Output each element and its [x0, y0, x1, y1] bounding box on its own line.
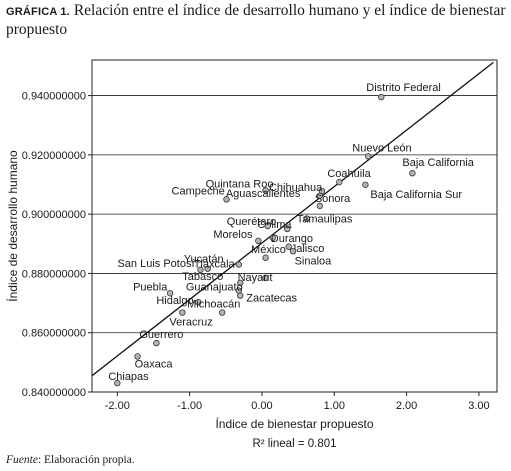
data-point — [362, 181, 369, 188]
y-axis-label: Índice de desarrollo humano — [5, 150, 20, 302]
source-label: Fuente — [6, 454, 38, 466]
data-point — [289, 247, 297, 255]
data-point — [237, 292, 244, 299]
point-label: Oaxaca — [135, 358, 174, 370]
y-tick-label: 0.840000000 — [22, 387, 86, 399]
point-label: Sonora — [315, 193, 351, 205]
point-label: Chiapas — [108, 371, 149, 383]
data-point — [336, 178, 343, 186]
point-label: Tabasco — [182, 271, 223, 283]
source-text: : Elaboración propia. — [37, 454, 135, 466]
data-point — [269, 234, 277, 242]
point-label: Nuevo León — [352, 142, 411, 154]
point-label: Zacatecas — [246, 293, 297, 305]
point-label: Veracruz — [169, 317, 212, 329]
data-point — [166, 290, 174, 297]
point-label: Chihuahua — [269, 182, 323, 194]
point-label: Baja California Sur — [370, 189, 462, 201]
data-point — [134, 353, 141, 360]
point-label: Michoacán — [187, 299, 240, 311]
data-point — [284, 225, 291, 233]
data-point — [255, 237, 262, 245]
point-label: Guanajuato — [186, 282, 243, 294]
point-label: Morelos — [213, 229, 253, 241]
data-point — [378, 93, 385, 101]
point-label: Sinaloa — [295, 256, 333, 268]
data-point — [204, 265, 211, 272]
y-tick-label: 0.860000000 — [22, 328, 86, 340]
point-label: Baja California — [402, 157, 474, 169]
data-point — [264, 222, 271, 230]
y-tick-label: 0.940000000 — [22, 91, 86, 103]
fit-line — [92, 61, 494, 377]
point-label: México — [251, 244, 286, 256]
data-point — [237, 279, 244, 287]
data-point — [218, 309, 226, 316]
point-label: Aguascalientes — [226, 188, 301, 200]
data-point — [197, 266, 204, 274]
data-point — [262, 274, 269, 282]
point-label: Distrito Federal — [366, 82, 441, 94]
x-tick-label: 0.00 — [251, 400, 272, 412]
point-label: Querétaro — [227, 216, 277, 228]
y-tick-label: 0.900000000 — [22, 209, 86, 221]
point-label: Campeche — [172, 185, 225, 197]
data-point — [179, 309, 186, 316]
data-point — [409, 170, 416, 177]
point-label: Puebla — [133, 281, 168, 293]
chart-title-label: GRÁFICA 1. — [6, 6, 70, 18]
data-point — [153, 339, 160, 347]
data-point — [365, 153, 372, 160]
data-point — [303, 215, 310, 222]
point-label: Yucatán — [184, 254, 224, 266]
source-note: Fuente: Elaboración propia. — [6, 454, 135, 466]
x-tick-label: 2.00 — [396, 400, 417, 412]
plot-frame — [91, 59, 498, 393]
x-tick-label: 3.00 — [468, 400, 489, 412]
x-tick-label: -2.00 — [105, 400, 130, 412]
data-point — [285, 243, 292, 250]
point-label: Durango — [271, 233, 313, 245]
chart-title: GRÁFICA 1. Relación entre el índice de d… — [6, 2, 506, 38]
data-point — [223, 196, 230, 203]
point-label: San Luis Potosí — [117, 258, 194, 270]
chart-title-text: Relación entre el índice de desarrollo h… — [6, 2, 506, 38]
point-label: Tamaulipas — [297, 214, 353, 226]
data-point — [195, 298, 202, 306]
data-point — [262, 187, 269, 194]
point-label: Coahuila — [327, 168, 371, 180]
data-point — [262, 254, 269, 261]
point-label: Jalisco — [291, 243, 325, 255]
x-tick-label: -1.00 — [177, 400, 202, 412]
y-tick-label: 0.920000000 — [22, 150, 86, 162]
y-tick-label: 0.880000000 — [22, 268, 86, 280]
x-tick-label: 1.00 — [324, 400, 345, 412]
point-label: Nayarit — [238, 272, 273, 284]
data-point — [235, 261, 243, 268]
point-label: Hidalgo — [156, 295, 193, 307]
point-label: Guerrero — [139, 329, 183, 341]
x-axis-label: Índice de bienestar propuesto — [215, 416, 373, 431]
data-point — [114, 379, 121, 387]
point-label: Tlaxcala — [194, 259, 236, 271]
r-squared-label: R² lineal = 0.801 — [252, 438, 336, 450]
data-point — [316, 192, 324, 199]
point-label: Quintana Roo — [206, 178, 274, 190]
data-point — [316, 202, 324, 210]
